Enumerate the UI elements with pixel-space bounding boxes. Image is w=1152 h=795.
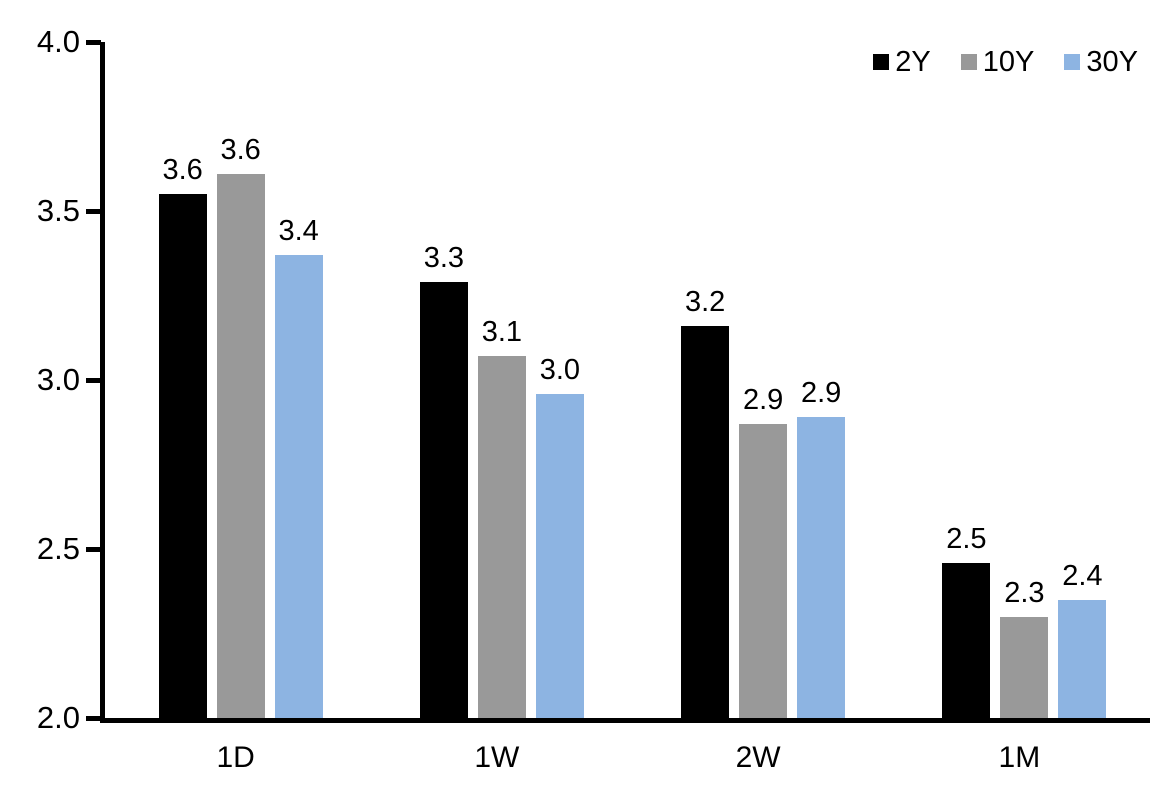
bar-2y-1w: 3.3 xyxy=(419,242,468,718)
bar-value-label: 3.0 xyxy=(539,353,581,386)
legend-swatch-icon xyxy=(1064,54,1081,70)
bar-group-1W: 3.3 3.1 3.0 xyxy=(371,42,632,718)
y-axis-tick-label: 4.0 xyxy=(36,24,80,59)
plot-area: 3.6 3.6 3.4 3.3 3.1 3.0 3.2 2.9 2.9 2.5 2.3 2.4 xyxy=(86,40,1152,723)
bar-2y-1m: 2.5 xyxy=(942,523,991,718)
x-axis-label-1d: 1D xyxy=(216,741,255,774)
y-axis-tick xyxy=(86,209,101,214)
legend-swatch-icon xyxy=(873,54,890,70)
bar-10y-1d: 3.6 xyxy=(216,134,265,718)
legend-label: 10Y xyxy=(982,46,1035,78)
bar-value-label: 3.3 xyxy=(423,241,465,274)
bar-value-label: 2.9 xyxy=(800,377,842,410)
bar-value-label: 2.5 xyxy=(946,522,987,555)
bar-30y-1d: 3.4 xyxy=(274,215,323,718)
bar-group-1M: 2.5 2.3 2.4 xyxy=(894,42,1152,718)
bar-value-label: 2.3 xyxy=(1004,576,1045,609)
bar-value-label: 3.6 xyxy=(162,154,203,187)
bar-value-label: 3.6 xyxy=(220,133,261,166)
x-axis-label-2w: 2W xyxy=(735,741,781,774)
bar-value-label: 2.4 xyxy=(1062,559,1103,592)
y-axis-tick-label: 2.5 xyxy=(36,531,80,566)
y-axis-tick xyxy=(86,547,101,552)
bar-group-2W: 3.2 2.9 2.9 xyxy=(633,42,894,718)
bar-30y-1w: 3.0 xyxy=(535,354,584,718)
bar-group-1D: 3.6 3.6 3.4 xyxy=(110,42,371,718)
bar-30y-2w: 2.9 xyxy=(797,377,846,718)
legend-item-10y: 10Y xyxy=(960,46,1035,78)
chart-legend: 2Y 10Y 30Y xyxy=(873,46,1138,78)
bar-10y-2w: 2.9 xyxy=(739,384,788,718)
legend-item-30y: 30Y xyxy=(1064,46,1138,78)
bar-value-label: 3.1 xyxy=(481,316,523,349)
legend-label: 2Y xyxy=(895,46,931,78)
bar-2y-2w: 3.2 xyxy=(681,286,730,718)
y-axis-tick-label: 2.0 xyxy=(36,700,80,735)
x-axis-label-1w: 1W xyxy=(474,741,520,774)
bar-30y-1m: 2.4 xyxy=(1058,560,1107,718)
bar-10y-1m: 2.3 xyxy=(1000,577,1049,718)
bar-value-label: 3.4 xyxy=(278,214,319,247)
legend-swatch-icon xyxy=(960,54,977,70)
y-axis-tick xyxy=(86,716,101,721)
y-axis-tick xyxy=(86,40,101,45)
bar-value-label: 3.2 xyxy=(684,285,726,318)
y-axis-tick xyxy=(86,378,101,383)
bar-2y-1d: 3.6 xyxy=(158,154,207,718)
y-axis-tick-label: 3.5 xyxy=(36,193,80,228)
x-axis-label-1m: 1M xyxy=(998,741,1041,774)
legend-label: 30Y xyxy=(1086,46,1138,78)
legend-item-2y: 2Y xyxy=(873,46,931,78)
y-axis-tick-label: 3.0 xyxy=(36,362,80,397)
bar-10y-1w: 3.1 xyxy=(477,316,526,718)
bar-value-label: 2.9 xyxy=(742,383,784,416)
